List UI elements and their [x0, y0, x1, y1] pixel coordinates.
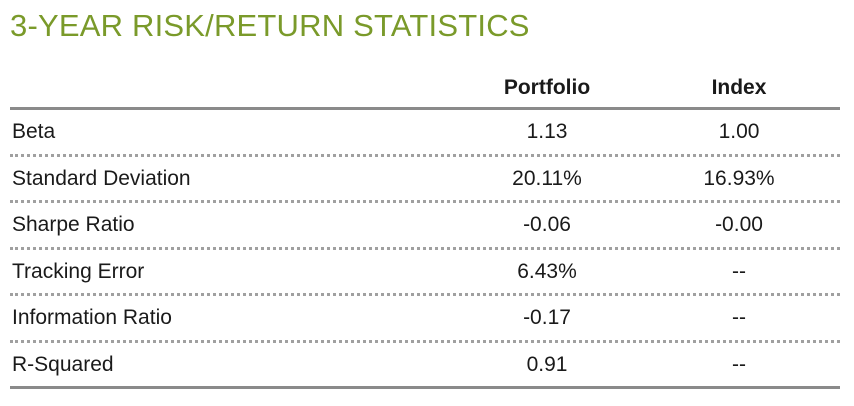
portfolio-value: 20.11%: [512, 166, 582, 190]
index-value: --: [732, 259, 746, 283]
index-value: -0.00: [715, 213, 763, 236]
table-row: Information Ratio -0.17 --: [10, 296, 840, 343]
stats-table: Portfolio Index Beta 1.13 1.00 Standard …: [10, 70, 840, 389]
column-header-index: Index: [711, 76, 767, 99]
portfolio-value: 6.43%: [517, 259, 577, 283]
table-row: R-Squared 0.91 --: [10, 343, 840, 389]
row-label: Standard Deviation: [12, 166, 191, 190]
portfolio-value: 0.91: [526, 352, 568, 376]
row-label: Sharpe Ratio: [12, 213, 135, 236]
row-label: Tracking Error: [12, 259, 145, 283]
table-row: Beta 1.13 1.00: [10, 110, 840, 157]
index-value: --: [732, 352, 746, 376]
portfolio-value: -0.06: [523, 213, 571, 236]
portfolio-value: 1.13: [526, 120, 568, 143]
table-row: Standard Deviation 20.11% 16.93%: [10, 157, 840, 203]
table-header: Portfolio Index: [10, 70, 840, 110]
index-value: 16.93%: [703, 166, 775, 190]
index-value: 1.00: [718, 120, 760, 143]
column-header-portfolio: Portfolio: [503, 76, 591, 99]
row-label: R-Squared: [12, 352, 114, 376]
row-label: Beta: [12, 120, 56, 143]
portfolio-value: -0.17: [523, 306, 571, 329]
index-value: --: [732, 306, 746, 329]
row-label: Information Ratio: [12, 306, 172, 329]
table-row: Sharpe Ratio -0.06 -0.00: [10, 203, 840, 250]
table-row: Tracking Error 6.43% --: [10, 250, 840, 296]
page-title: 3-YEAR RISK/RETURN STATISTICS: [10, 8, 530, 43]
